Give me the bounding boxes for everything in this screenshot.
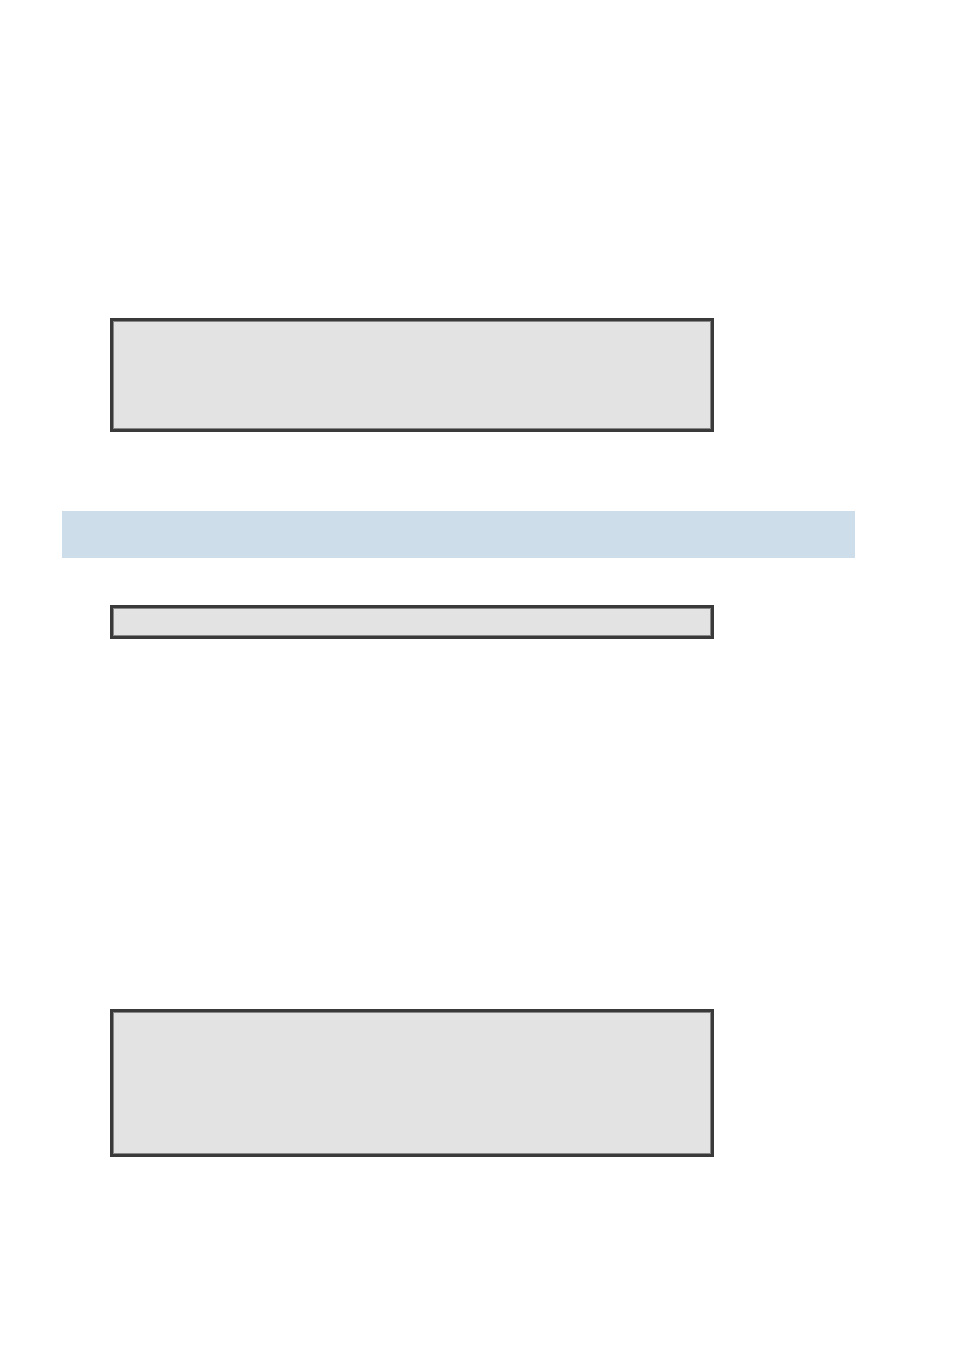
section-banner	[62, 511, 855, 558]
code-box-2	[110, 605, 714, 639]
code-box-1	[110, 318, 714, 432]
code-box-3	[110, 1009, 714, 1157]
